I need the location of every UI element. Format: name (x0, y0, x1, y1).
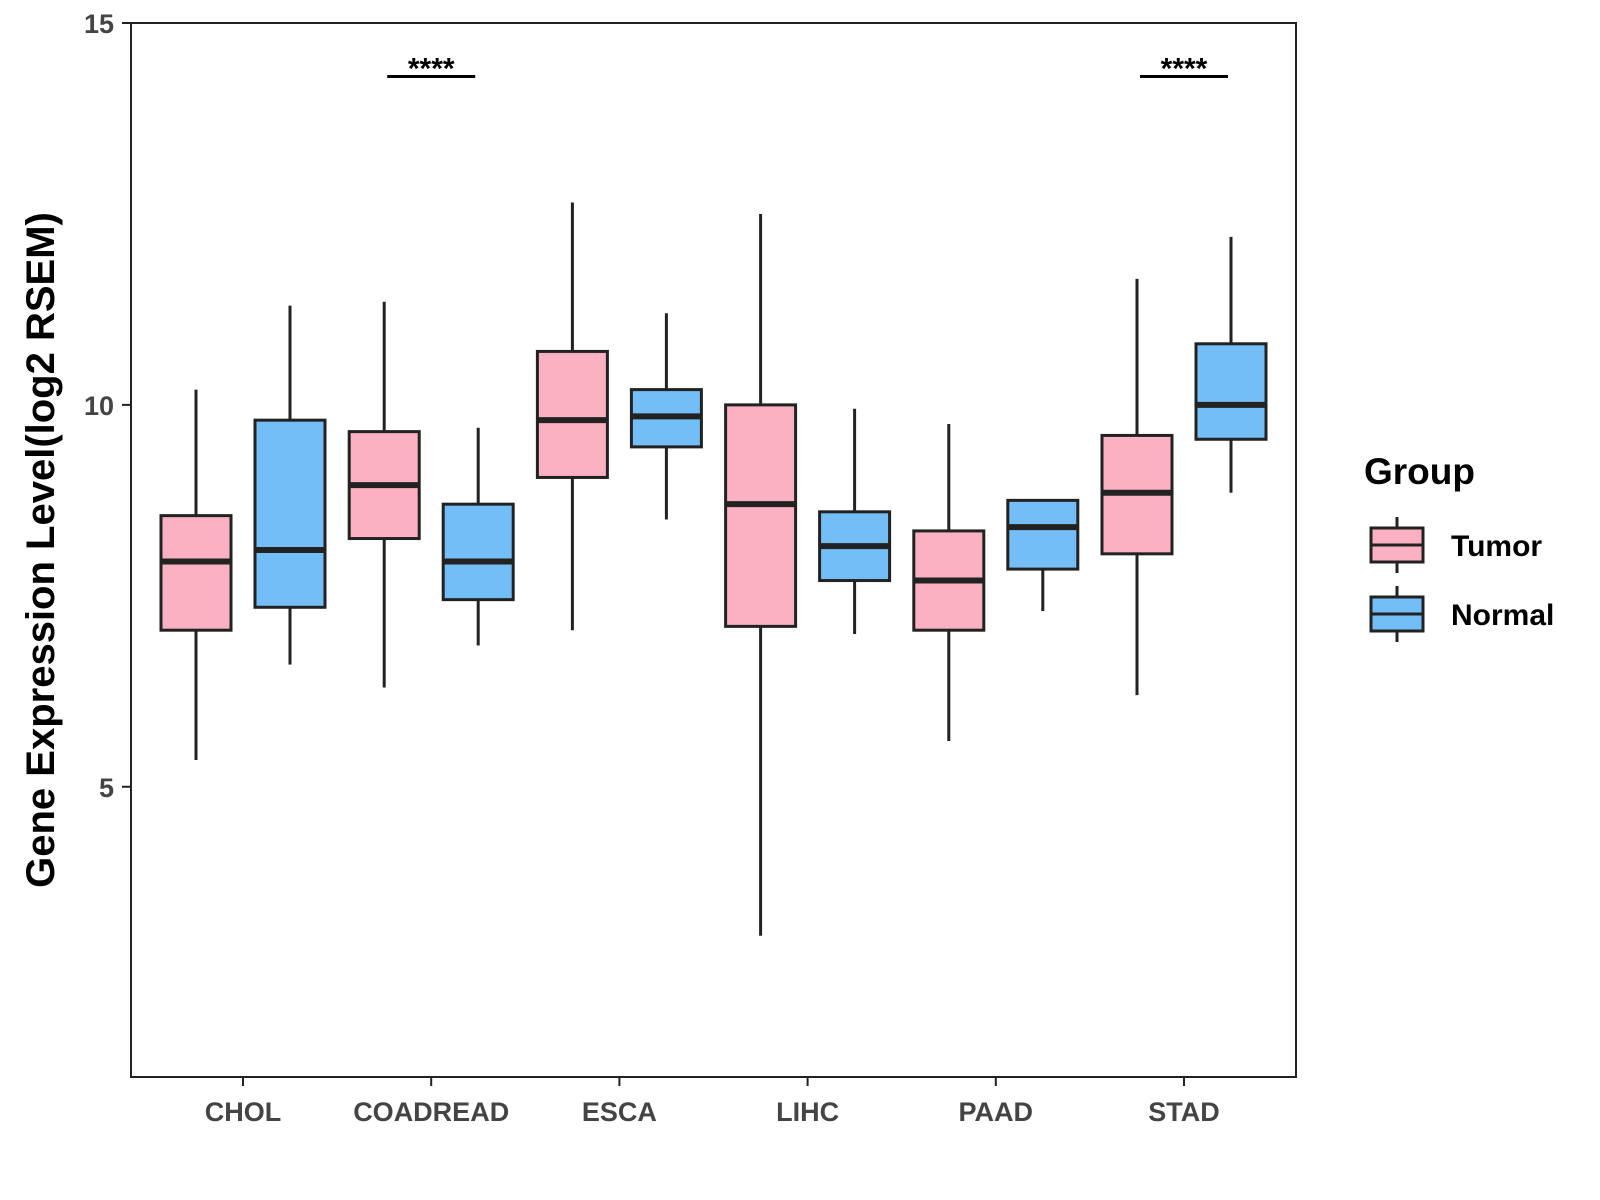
box-body-stad-normal (1194, 342, 1268, 441)
x-tick-label-esca: ESCA (582, 1097, 657, 1127)
legend-title: Group (1364, 451, 1475, 492)
legend-label-tumor: Tumor (1451, 530, 1542, 563)
box-paad-tumor (912, 423, 986, 741)
box-chol-normal (253, 305, 327, 665)
significance-label-stad: **** (1161, 52, 1208, 85)
box-paad-normal (1006, 498, 1080, 612)
x-tick-label-stad: STAD (1148, 1097, 1220, 1127)
chart-axes: 5 10 15 CHOL COADREAD ESCA LIHC PAAD STAD (84, 9, 1220, 1127)
significance-label-coadread: **** (408, 52, 455, 85)
box-chol-tumor (159, 389, 233, 761)
y-tick-label-5: 5 (99, 773, 114, 803)
box-coadread-normal (441, 427, 515, 646)
y-axis-title: Gene Expression Level(log2 RSEM) (19, 212, 63, 888)
x-tick-label-coadread: COADREAD (353, 1097, 509, 1127)
box-lihc-normal (818, 408, 892, 635)
y-tick-label-10: 10 (84, 391, 114, 421)
box-body-coadread-normal (441, 502, 515, 602)
x-tick-label-lihc: LIHC (776, 1097, 839, 1127)
legend-label-normal: Normal (1451, 599, 1554, 632)
box-body-lihc-tumor (724, 403, 798, 628)
legend: Group Tumor Normal (1364, 451, 1554, 642)
box-coadread-tumor (347, 301, 421, 688)
box-lihc-tumor (724, 213, 798, 936)
x-tick-label-chol: CHOL (205, 1097, 282, 1127)
y-tick-label-15: 15 (84, 9, 114, 39)
x-tick-label-paad: PAAD (959, 1097, 1034, 1127)
box-esca-normal (629, 313, 703, 520)
box-esca-tumor (535, 202, 609, 631)
chart-marks: **** **** (159, 52, 1268, 936)
box-stad-tumor (1100, 278, 1174, 696)
box-body-chol-normal (253, 418, 327, 609)
box-body-paad-normal (1006, 498, 1080, 571)
box-body-chol-tumor (159, 514, 233, 632)
box-stad-normal (1194, 236, 1268, 493)
box-body-esca-tumor (535, 349, 609, 479)
